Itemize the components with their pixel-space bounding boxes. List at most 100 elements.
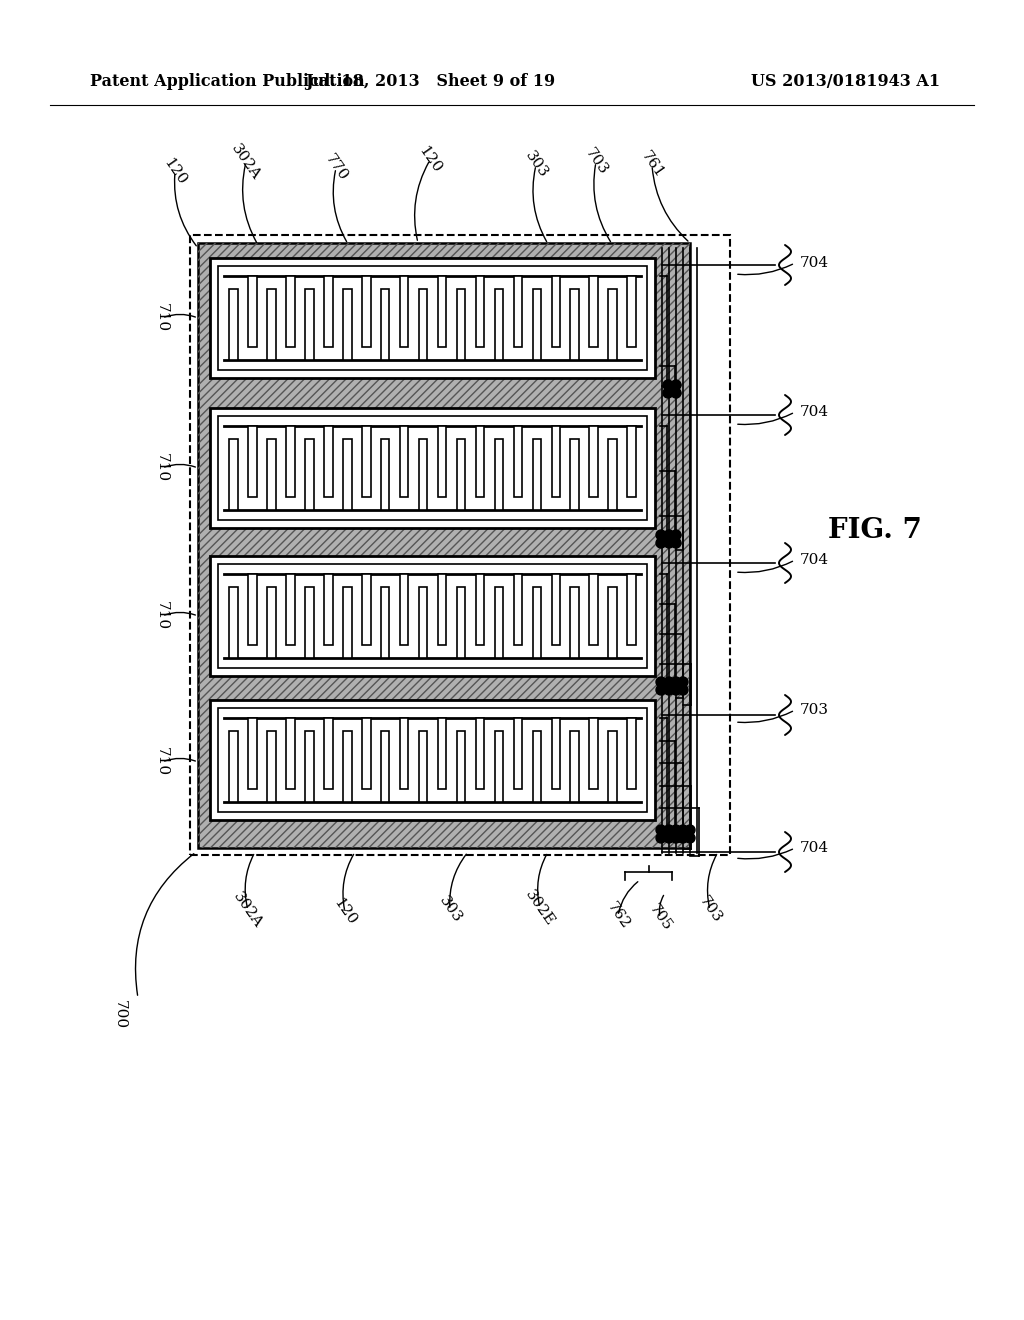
Circle shape [671, 677, 681, 686]
Text: 770: 770 [322, 152, 350, 183]
Bar [457, 289, 465, 360]
Bar [218, 416, 647, 520]
Bar [400, 718, 409, 789]
Text: 704: 704 [800, 553, 829, 568]
Bar [267, 438, 275, 510]
Bar [608, 730, 616, 803]
Bar [324, 718, 333, 789]
Circle shape [671, 833, 681, 843]
Text: 302A: 302A [230, 890, 265, 931]
Circle shape [678, 677, 688, 686]
Bar [305, 730, 313, 803]
Circle shape [656, 539, 666, 548]
Bar [190, 235, 730, 855]
Circle shape [656, 677, 666, 686]
Bar [229, 586, 238, 657]
Bar [381, 438, 389, 510]
Circle shape [671, 825, 681, 836]
Bar [552, 574, 560, 645]
Circle shape [664, 531, 674, 540]
Text: 703: 703 [800, 704, 829, 717]
Circle shape [663, 388, 673, 399]
Bar [343, 289, 351, 360]
Bar [248, 718, 257, 789]
Text: 120: 120 [331, 896, 359, 928]
Circle shape [663, 380, 673, 389]
Circle shape [671, 685, 681, 696]
Bar [590, 276, 598, 347]
Bar [590, 718, 598, 789]
Bar [362, 574, 371, 645]
Bar [210, 700, 655, 820]
Text: 704: 704 [800, 256, 829, 271]
Circle shape [671, 388, 681, 399]
Text: 705: 705 [646, 902, 674, 933]
Bar [570, 289, 579, 360]
Circle shape [664, 685, 674, 696]
Circle shape [685, 833, 695, 843]
Bar [457, 730, 465, 803]
Bar [514, 574, 522, 645]
Bar [229, 438, 238, 510]
Bar [419, 438, 427, 510]
Bar [286, 718, 295, 789]
Text: FIG. 7: FIG. 7 [828, 516, 922, 544]
Text: 302A: 302A [228, 141, 263, 182]
Text: 704: 704 [800, 841, 829, 855]
Bar [628, 276, 636, 347]
Bar [532, 730, 541, 803]
Text: 703: 703 [696, 894, 724, 925]
Text: US 2013/0181943 A1: US 2013/0181943 A1 [751, 74, 940, 91]
Bar [570, 586, 579, 657]
Bar [419, 289, 427, 360]
Bar [229, 730, 238, 803]
Text: 762: 762 [604, 900, 632, 932]
Bar [267, 730, 275, 803]
Bar [381, 289, 389, 360]
Text: 303: 303 [436, 894, 464, 925]
Bar [514, 276, 522, 347]
Bar [628, 426, 636, 498]
Bar [324, 426, 333, 498]
Text: Patent Application Publication: Patent Application Publication [90, 74, 365, 91]
Circle shape [671, 380, 681, 389]
Bar [419, 730, 427, 803]
Bar [305, 586, 313, 657]
Bar [438, 718, 446, 789]
Bar [210, 408, 655, 528]
Circle shape [685, 825, 695, 836]
Bar [381, 730, 389, 803]
Circle shape [678, 825, 688, 836]
Bar [343, 586, 351, 657]
Text: 704: 704 [800, 405, 829, 418]
Bar [514, 426, 522, 498]
Bar [248, 276, 257, 347]
Circle shape [656, 825, 666, 836]
Circle shape [664, 833, 674, 843]
Bar [495, 730, 503, 803]
Bar [532, 586, 541, 657]
Text: 761: 761 [638, 149, 666, 181]
Bar [608, 438, 616, 510]
Bar [343, 438, 351, 510]
Circle shape [656, 833, 666, 843]
Text: Jul. 18, 2013   Sheet 9 of 19: Jul. 18, 2013 Sheet 9 of 19 [305, 74, 555, 91]
Text: 710: 710 [155, 602, 169, 631]
Bar [286, 426, 295, 498]
Bar [362, 426, 371, 498]
Bar [343, 730, 351, 803]
Bar [476, 276, 484, 347]
Circle shape [656, 685, 666, 696]
Text: 120: 120 [161, 156, 189, 187]
Bar [608, 289, 616, 360]
Text: 120: 120 [416, 144, 444, 176]
Bar [248, 574, 257, 645]
Bar [324, 276, 333, 347]
Bar [532, 438, 541, 510]
Bar [210, 556, 655, 676]
Circle shape [656, 531, 666, 540]
Text: 710: 710 [155, 304, 169, 333]
Bar [248, 426, 257, 498]
Bar [570, 438, 579, 510]
Bar [532, 289, 541, 360]
